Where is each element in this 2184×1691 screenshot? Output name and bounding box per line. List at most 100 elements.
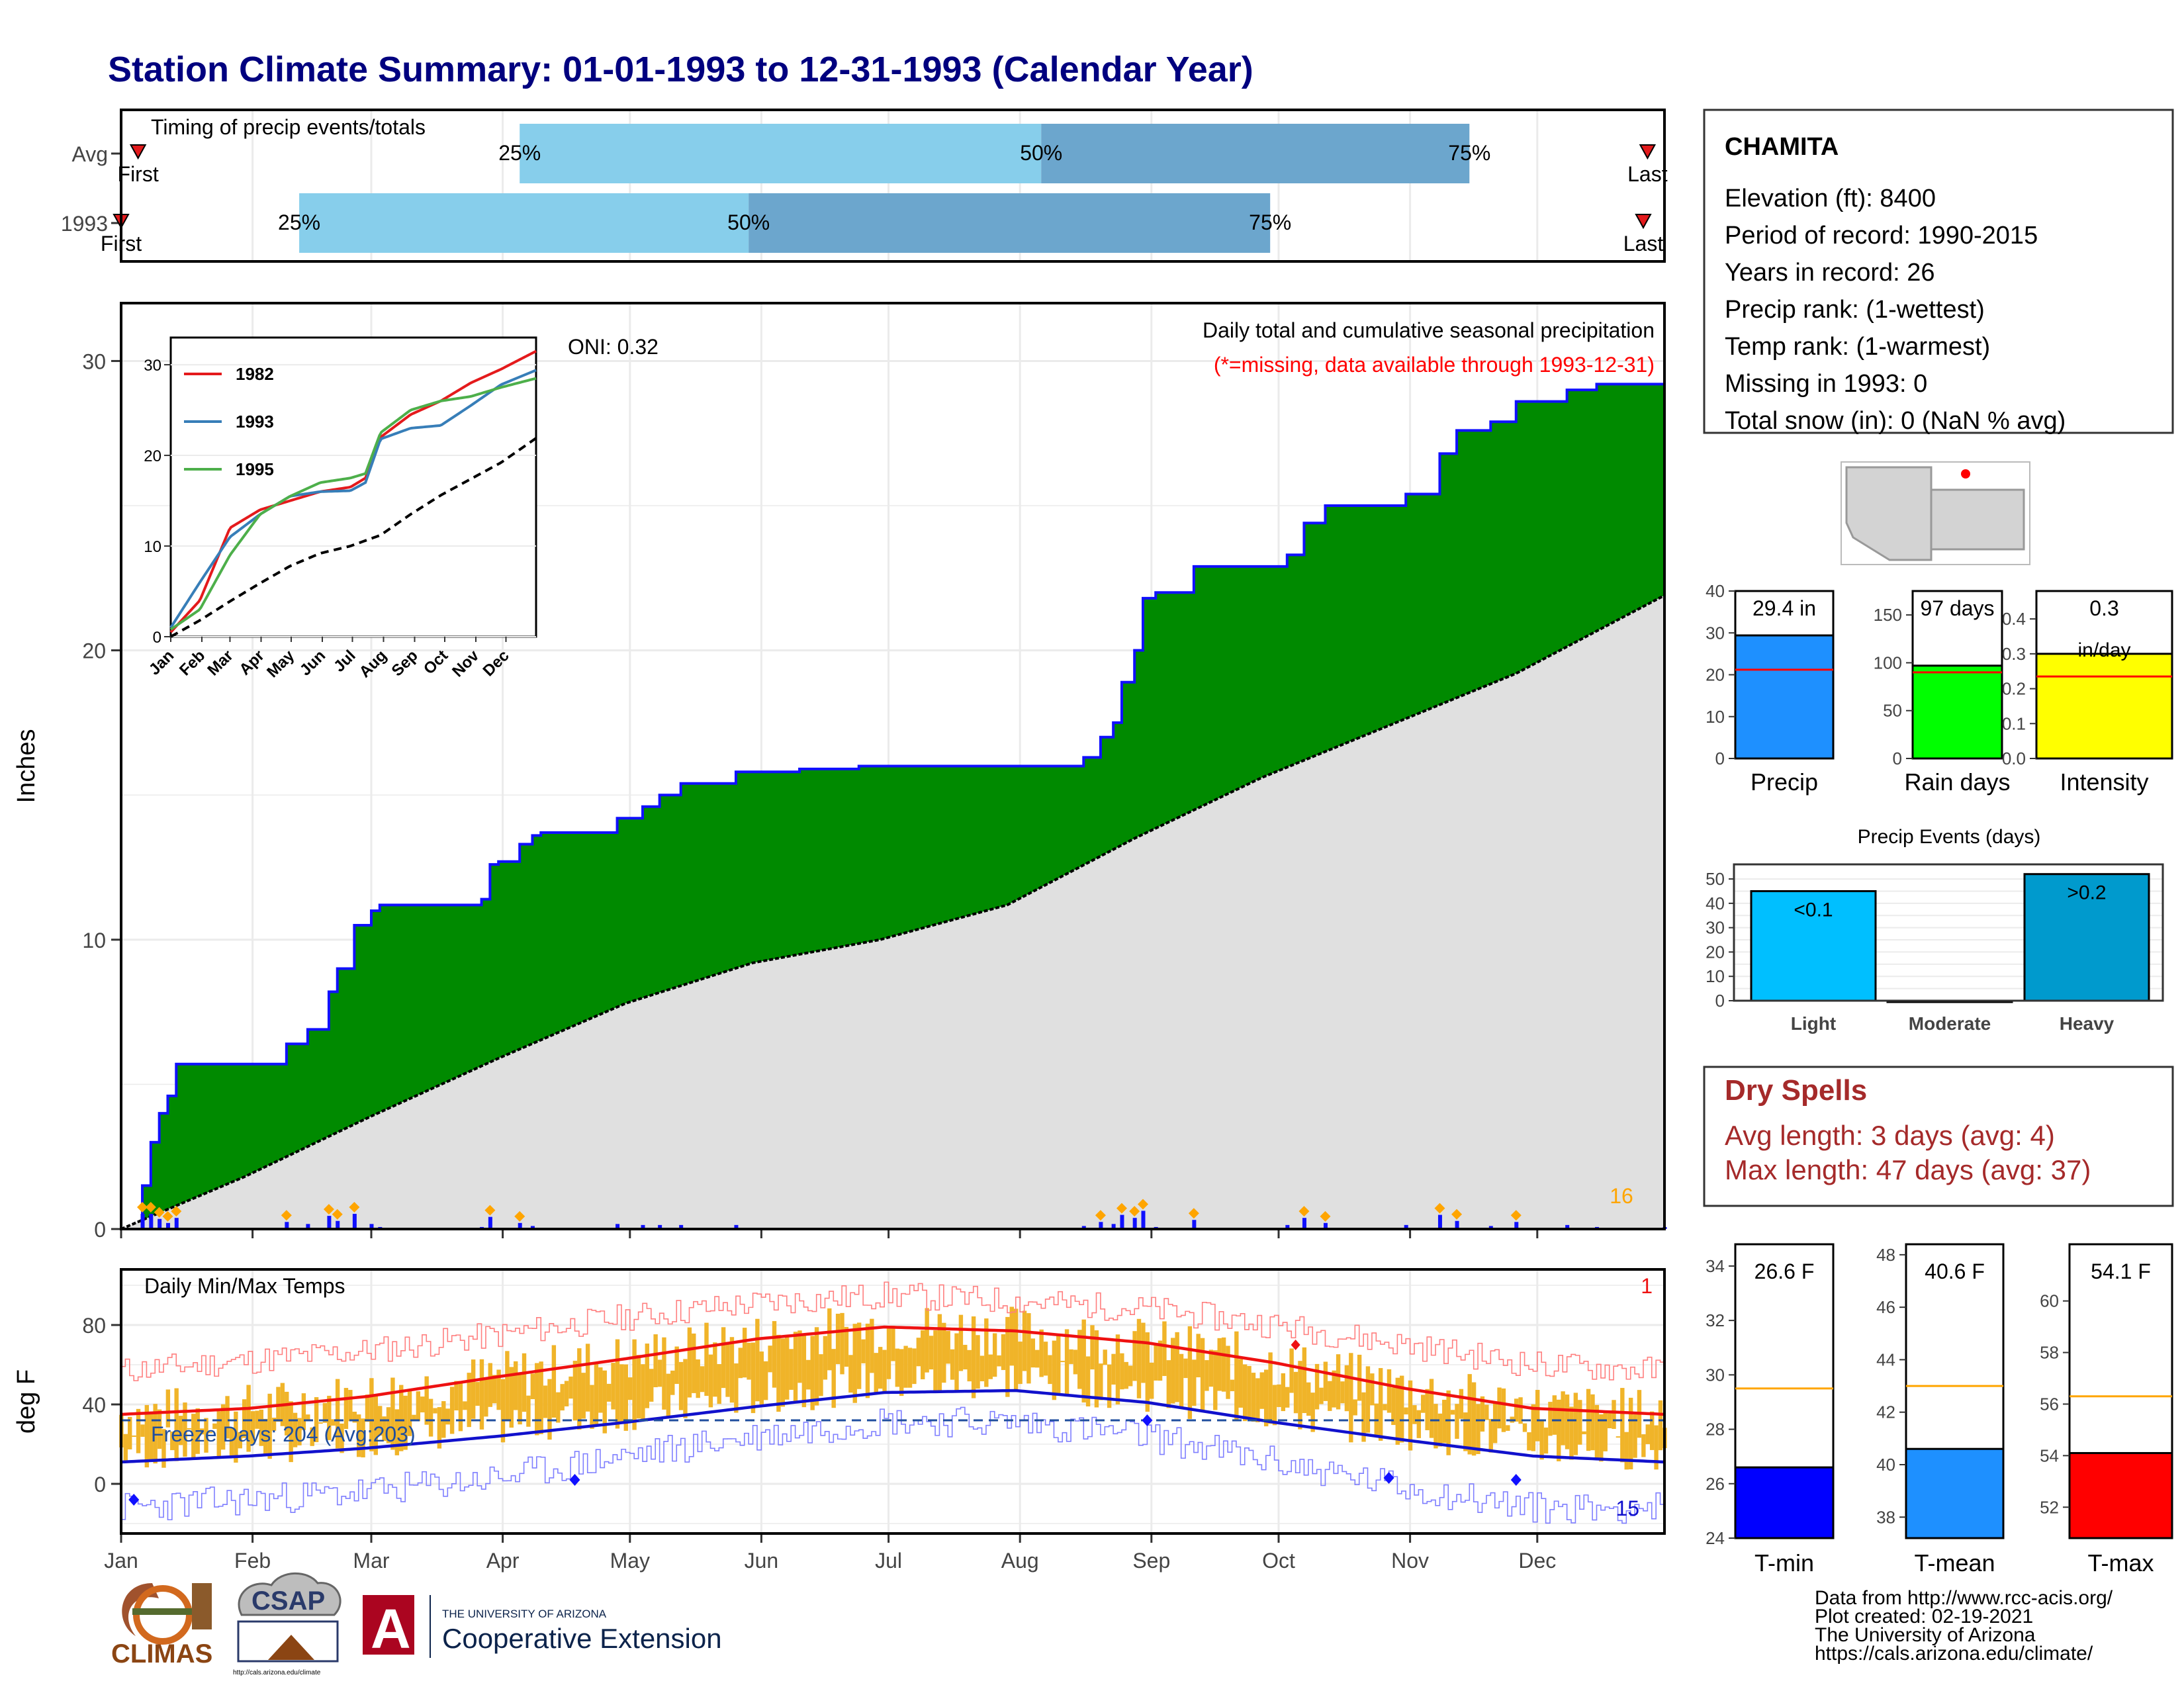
daily-temp-bar <box>365 1394 370 1422</box>
daily-temp-bar <box>717 1364 721 1404</box>
daily-temp-bar <box>1654 1425 1659 1470</box>
month-label: Jun <box>745 1549 779 1573</box>
inset-legend-label: 1982 <box>236 364 274 384</box>
daily-temp-bar <box>1607 1413 1612 1428</box>
daily-temp-bar <box>886 1327 891 1379</box>
daily-temp-bar <box>1001 1334 1006 1371</box>
temp-summary-tick-label: 42 <box>1876 1402 1895 1422</box>
temp-summary-tick-label: 40 <box>1876 1455 1895 1475</box>
daily-temp-bar <box>1594 1404 1600 1458</box>
daily-temp-bar <box>174 1388 179 1461</box>
daily-temp-bar <box>1094 1330 1099 1408</box>
temp-summary-bar-label: T-max <box>2087 1549 2154 1577</box>
daily-precip-bar <box>615 1224 620 1229</box>
daily-temp-bar <box>1340 1381 1345 1404</box>
record-low-marker <box>1510 1474 1522 1486</box>
timing-pct-label: 25% <box>498 141 541 165</box>
daily-temp-bar <box>976 1335 980 1389</box>
daily-temp-bar <box>1527 1432 1531 1451</box>
temp-summary-tick-label: 58 <box>2040 1343 2059 1363</box>
precip-event-category: Heavy <box>2060 1013 2115 1034</box>
daily-temp-bar <box>361 1418 365 1458</box>
daily-temp-bar <box>285 1391 289 1436</box>
daily-temp-bar <box>496 1369 501 1410</box>
temp-panel-border <box>120 1268 1666 1535</box>
daily-temp-bar <box>1298 1361 1302 1430</box>
daily-temp-bar <box>1590 1394 1595 1451</box>
daily-temp-bar <box>776 1334 781 1412</box>
record-high-marker <box>1291 1340 1300 1350</box>
month-label: Oct <box>1262 1549 1295 1573</box>
daily-temp-bar <box>1332 1370 1336 1408</box>
daily-temp-bar <box>382 1416 387 1441</box>
daily-temp-bar <box>560 1384 565 1411</box>
daily-temp-bar <box>157 1409 162 1449</box>
daily-temp-bar <box>1467 1374 1472 1455</box>
daily-temp-bar <box>412 1414 416 1421</box>
y-tick-label: 20 <box>82 639 106 663</box>
daily-temp-bar <box>1289 1348 1294 1393</box>
temp-summary-bar <box>1905 1447 2005 1539</box>
daily-temp-bar <box>522 1353 527 1412</box>
daily-temp-bar <box>340 1423 344 1453</box>
daily-temp-bar <box>1658 1400 1663 1451</box>
daily-temp-bar <box>437 1407 442 1449</box>
daily-temp-bar <box>1476 1404 1480 1455</box>
daily-temp-bar <box>1455 1404 1459 1439</box>
footer-line: https://cals.arizona.edu/climate/ <box>1815 1643 2093 1665</box>
daily-temp-bar <box>742 1328 747 1378</box>
daily-temp-bar <box>632 1339 637 1430</box>
daily-temp-bar <box>1633 1414 1637 1458</box>
large-event-marker <box>1137 1199 1148 1210</box>
daily-temp-bar <box>424 1376 429 1425</box>
events-tick-label: 40 <box>1706 893 1725 913</box>
daily-temp-bar <box>1022 1310 1027 1371</box>
daily-temp-bar <box>191 1414 196 1459</box>
record-low-marker <box>1142 1414 1153 1426</box>
large-event-marker <box>323 1204 334 1215</box>
timing-marker-label: First <box>118 162 159 186</box>
daily-temp-bar <box>547 1379 552 1440</box>
daily-temp-bar <box>1238 1359 1243 1408</box>
daily-temp-bar <box>1383 1404 1387 1410</box>
large-event-marker <box>162 1211 173 1222</box>
month-label: May <box>610 1549 650 1573</box>
daily-temp-bar <box>1035 1349 1040 1368</box>
daily-temp-bar <box>942 1322 946 1383</box>
station-temp-rank: Temp rank: (1-warmest) <box>1725 333 1990 361</box>
daily-temp-bar <box>1081 1319 1086 1403</box>
station-info-box: CHAMITA Elevation (ft): 8400 Period of r… <box>1703 109 2174 435</box>
daily-precip-bar <box>165 1222 170 1229</box>
missing-data-note: (*=missing, data available through 1993-… <box>1214 353 1655 377</box>
daily-temp-bar <box>479 1359 484 1430</box>
daily-temp-bar <box>819 1354 823 1396</box>
daily-precip-bar <box>679 1224 684 1229</box>
large-event-marker <box>332 1209 343 1220</box>
daily-temp-bar <box>984 1318 989 1387</box>
daily-temp-bar <box>1603 1412 1608 1451</box>
summary-tick-label: 20 <box>1706 665 1725 685</box>
daily-temp-bar <box>1557 1399 1561 1461</box>
large-event-marker <box>171 1206 182 1217</box>
daily-temp-bar <box>318 1422 323 1424</box>
daily-temp-bar <box>971 1316 976 1398</box>
precip-event-bar-label: <0.1 <box>1794 899 1833 921</box>
daily-temp-bar <box>1573 1393 1578 1455</box>
daily-temp-bar <box>301 1393 306 1430</box>
daily-temp-bar <box>929 1336 934 1370</box>
daily-temp-bar <box>764 1361 768 1400</box>
daily-temp-bar <box>797 1330 802 1383</box>
daily-temp-bar <box>399 1385 404 1451</box>
daily-temp-bar <box>916 1338 921 1367</box>
daily-temp-bar <box>238 1432 242 1449</box>
daily-temp-bar <box>1578 1400 1582 1445</box>
month-label: Apr <box>486 1549 520 1573</box>
station-location-marker <box>1961 469 1970 479</box>
daily-temp-bar <box>327 1395 332 1440</box>
daily-temp-bar <box>759 1351 764 1406</box>
daily-temp-bar <box>1492 1402 1498 1443</box>
daily-temp-bar <box>602 1370 607 1434</box>
daily-temp-bar <box>297 1418 302 1445</box>
daily-temp-bar <box>289 1401 293 1463</box>
